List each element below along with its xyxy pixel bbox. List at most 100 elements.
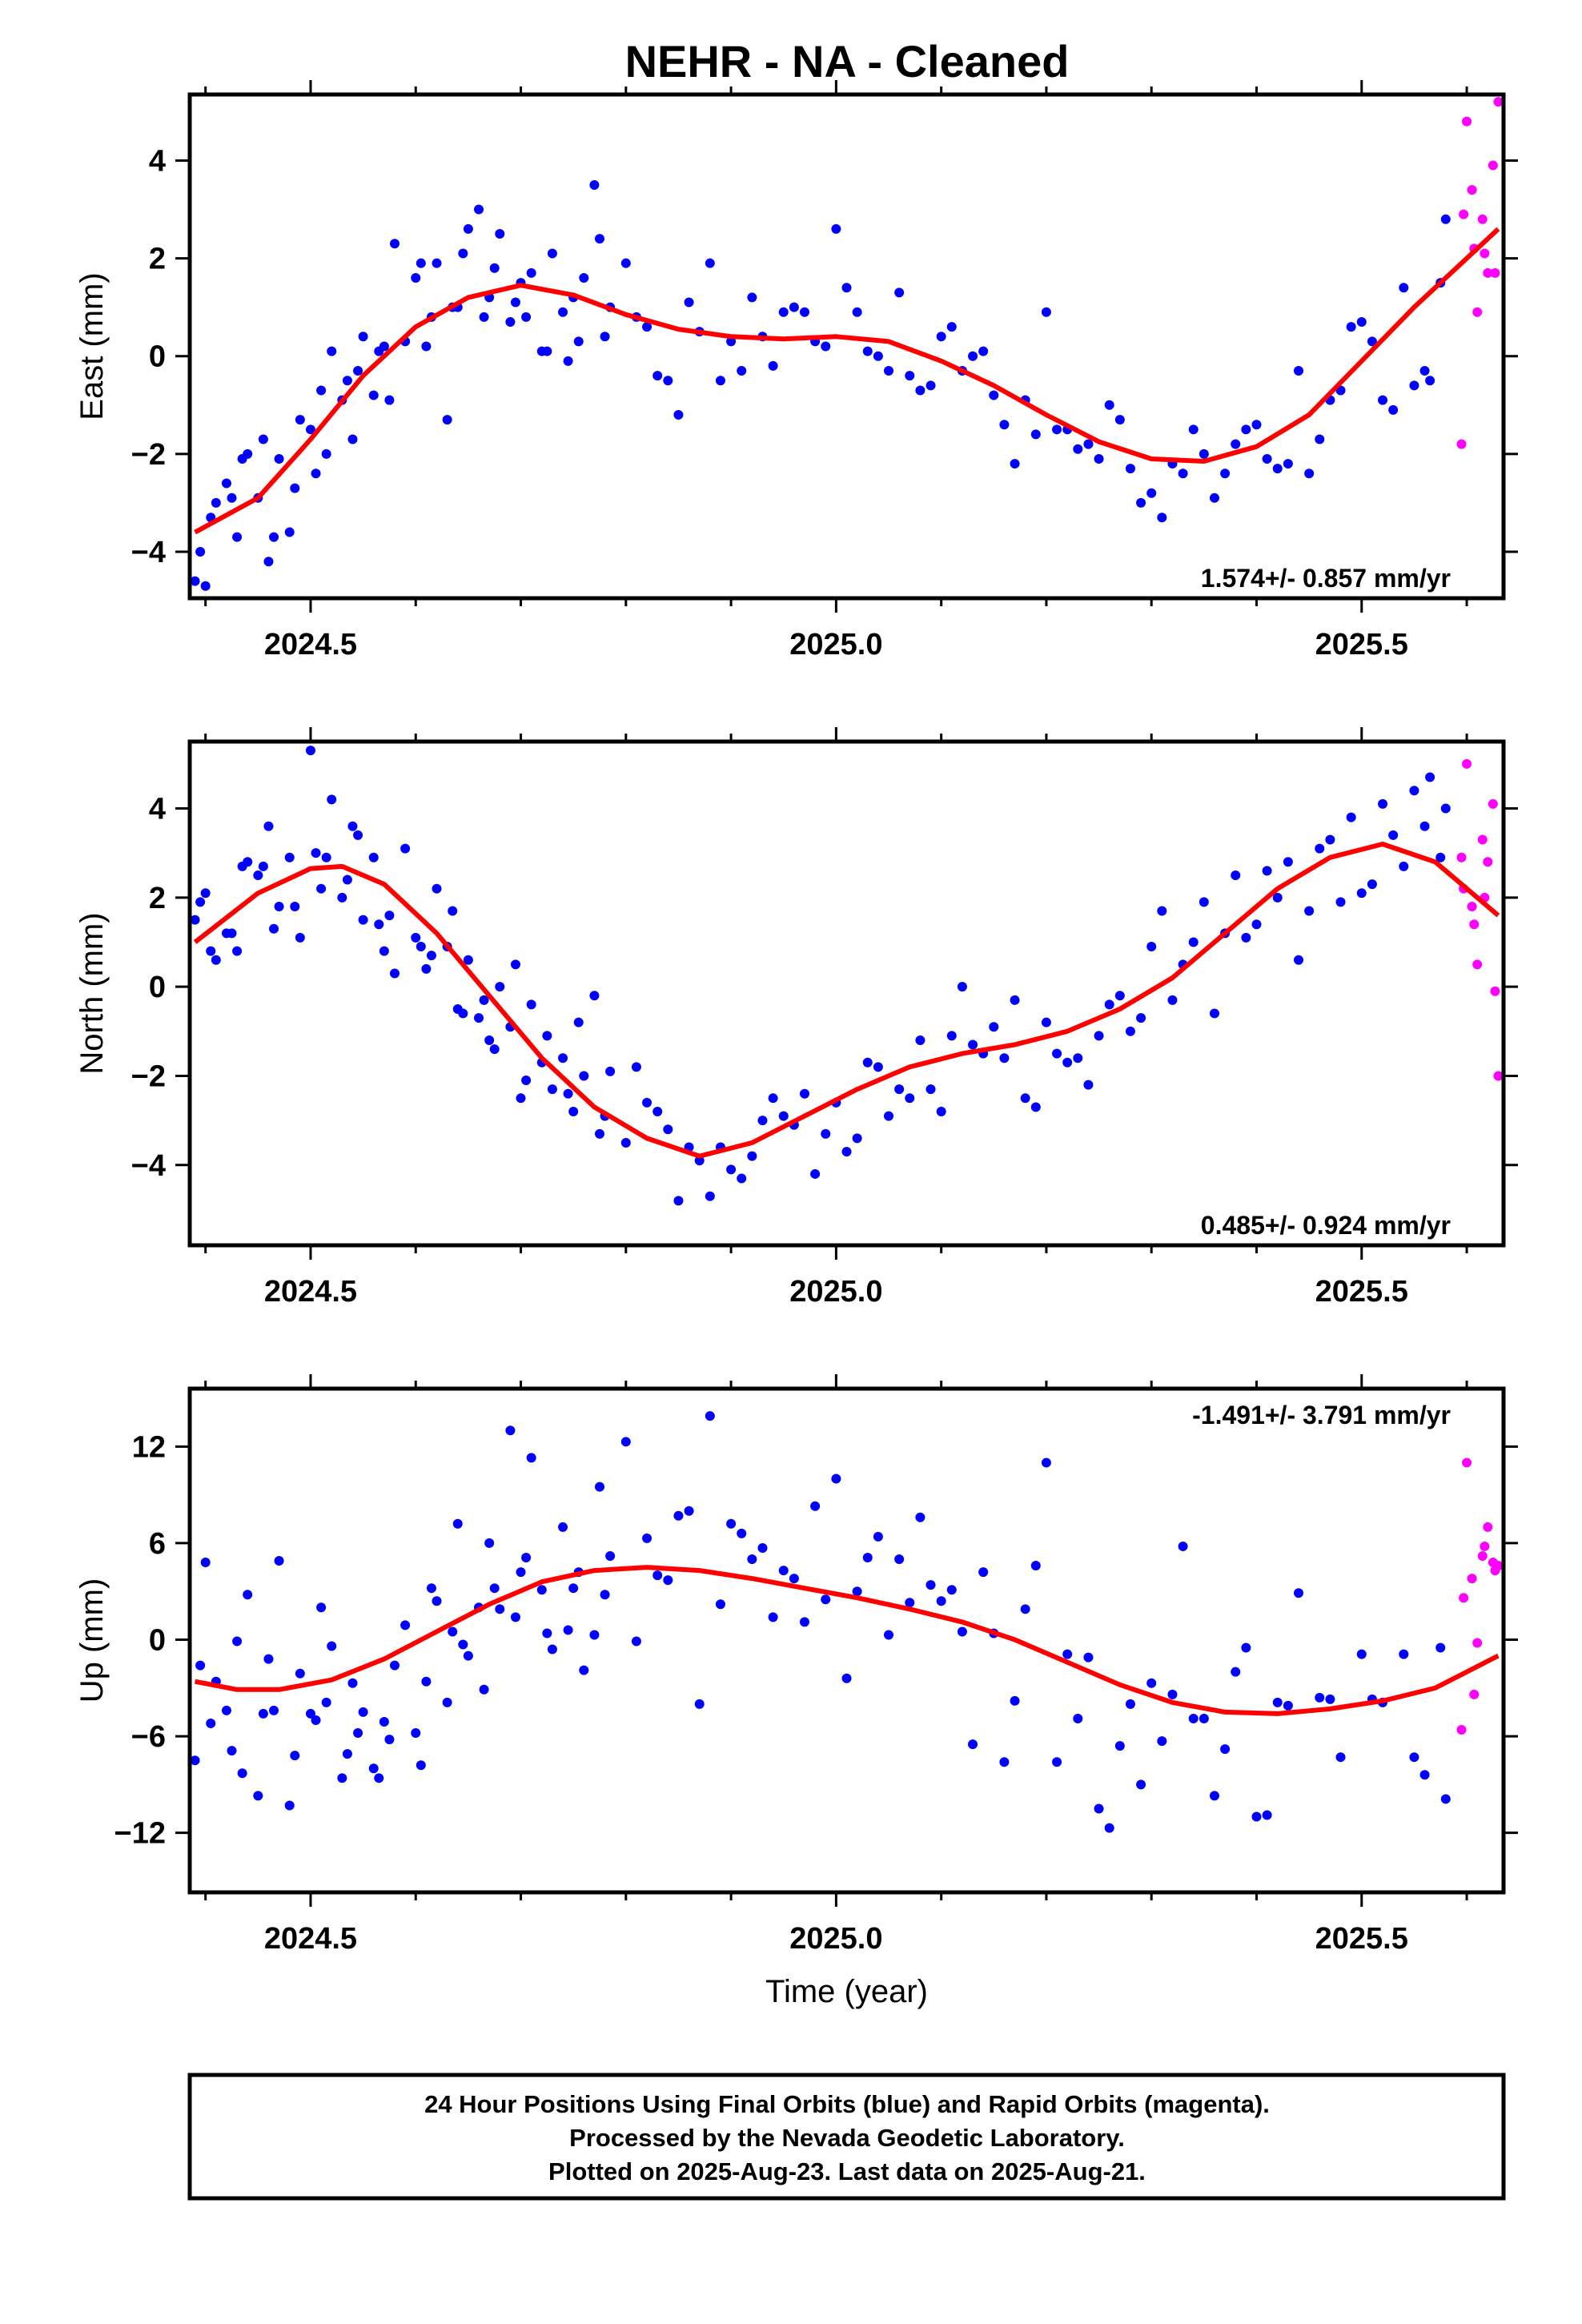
final-orbit-point [589, 991, 600, 1001]
final-orbit-point [195, 897, 206, 907]
final-orbit-point [946, 1031, 957, 1041]
final-orbit-point [1367, 879, 1377, 890]
final-orbit-point [1125, 464, 1135, 474]
final-orbit-point [274, 1556, 284, 1566]
final-orbit-point [389, 1660, 400, 1671]
final-orbit-point [1073, 444, 1083, 454]
final-orbit-point [526, 267, 536, 278]
final-orbit-point [495, 1604, 505, 1614]
final-orbit-point [1378, 798, 1388, 809]
final-orbit-point [258, 861, 268, 871]
final-orbit-point [1178, 468, 1188, 479]
final-orbit-point [1020, 1604, 1030, 1614]
final-orbit-point [1304, 906, 1315, 916]
final-orbit-point [1104, 400, 1114, 410]
y-tick-label: 0 [149, 971, 166, 1004]
x-tick-label: 2025.0 [789, 1922, 882, 1956]
final-orbit-point [311, 468, 321, 479]
final-orbit-point [353, 830, 363, 840]
final-orbit-point [200, 1558, 211, 1568]
final-orbit-point [258, 1708, 268, 1719]
final-orbit-point [337, 892, 347, 903]
final-orbit-point [1073, 1713, 1083, 1723]
final-orbit-point [568, 1107, 579, 1117]
final-orbit-point [757, 1116, 768, 1126]
final-orbit-point [1188, 1713, 1199, 1723]
final-orbit-point [232, 532, 243, 542]
y-tick-label: 0 [149, 1623, 166, 1657]
final-orbit-point [284, 1800, 295, 1811]
final-orbit-point [1346, 812, 1356, 822]
final-orbit-point [1010, 1695, 1020, 1706]
final-orbit-point [1136, 1779, 1146, 1790]
final-orbit-point [568, 1583, 579, 1594]
final-orbit-point [1188, 937, 1199, 947]
rapid-orbit-point [1490, 986, 1500, 996]
final-orbit-point [1294, 955, 1304, 965]
final-orbit-point [926, 1084, 936, 1095]
final-orbit-point [358, 915, 368, 925]
final-orbit-point [915, 385, 926, 396]
final-orbit-point [573, 336, 584, 347]
final-orbit-point [1325, 1694, 1335, 1704]
final-orbit-point [389, 239, 400, 249]
x-tick-label: 2024.5 [264, 1922, 357, 1956]
final-orbit-point [694, 1156, 705, 1166]
final-orbit-point [1251, 420, 1262, 430]
final-orbit-point [1425, 376, 1435, 386]
final-orbit-point [789, 302, 799, 312]
final-orbit-point [237, 861, 247, 871]
final-orbit-point [810, 1501, 821, 1511]
rapid-orbit-point [1472, 1638, 1483, 1648]
final-orbit-point [589, 1630, 600, 1640]
final-orbit-point [1262, 453, 1272, 464]
final-orbit-point [747, 292, 757, 303]
plot-frame [187, 92, 1506, 601]
final-orbit-point [426, 951, 436, 961]
final-orbit-point [594, 1128, 604, 1139]
final-orbit-point [274, 453, 284, 464]
final-orbit-point [505, 1425, 516, 1436]
data-points [190, 746, 1504, 1206]
final-orbit-point [200, 888, 211, 899]
final-orbit-point [342, 376, 352, 386]
final-orbit-point [416, 1760, 426, 1771]
final-orbit-point [479, 1684, 489, 1695]
rate-annotation: 0.485+/- 0.924 mm/yr [1201, 1211, 1451, 1240]
final-orbit-point [463, 223, 473, 234]
final-orbit-point [694, 1699, 705, 1709]
final-orbit-point [516, 1093, 526, 1104]
final-orbit-point [789, 1574, 799, 1584]
y-tick-label: 2 [149, 243, 166, 276]
x-tick-label: 2025.5 [1315, 1922, 1408, 1956]
final-orbit-point [1167, 1689, 1178, 1699]
final-orbit-point [1325, 834, 1335, 845]
final-orbit-point [290, 1751, 300, 1761]
final-orbit-point [327, 346, 337, 356]
final-orbit-point [263, 821, 274, 831]
final-orbit-point [421, 1676, 432, 1687]
rapid-orbit-point [1469, 919, 1480, 930]
final-orbit-point [642, 1533, 652, 1543]
final-orbit-point [237, 1768, 247, 1779]
rapid-orbit-point [1456, 439, 1467, 449]
final-orbit-point [620, 1137, 631, 1148]
x-tick-label: 2025.5 [1315, 628, 1408, 661]
caption-line-2: Processed by the Nevada Geodetic Laborat… [569, 2124, 1125, 2152]
final-orbit-point [778, 307, 789, 317]
final-orbit-point [211, 497, 221, 508]
final-orbit-point [1399, 861, 1409, 871]
final-orbit-point [936, 1107, 946, 1117]
final-orbit-point [894, 1084, 905, 1095]
rapid-orbit-point [1469, 1689, 1480, 1699]
final-orbit-point [516, 1567, 526, 1578]
final-orbit-point [1146, 942, 1157, 952]
final-orbit-point [1220, 1744, 1231, 1755]
final-orbit-point [579, 1665, 589, 1675]
final-orbit-point [1114, 415, 1125, 425]
final-orbit-point [227, 1746, 237, 1756]
final-orbit-point [458, 1639, 468, 1650]
final-orbit-point [1315, 1692, 1325, 1703]
final-orbit-point [237, 453, 247, 464]
